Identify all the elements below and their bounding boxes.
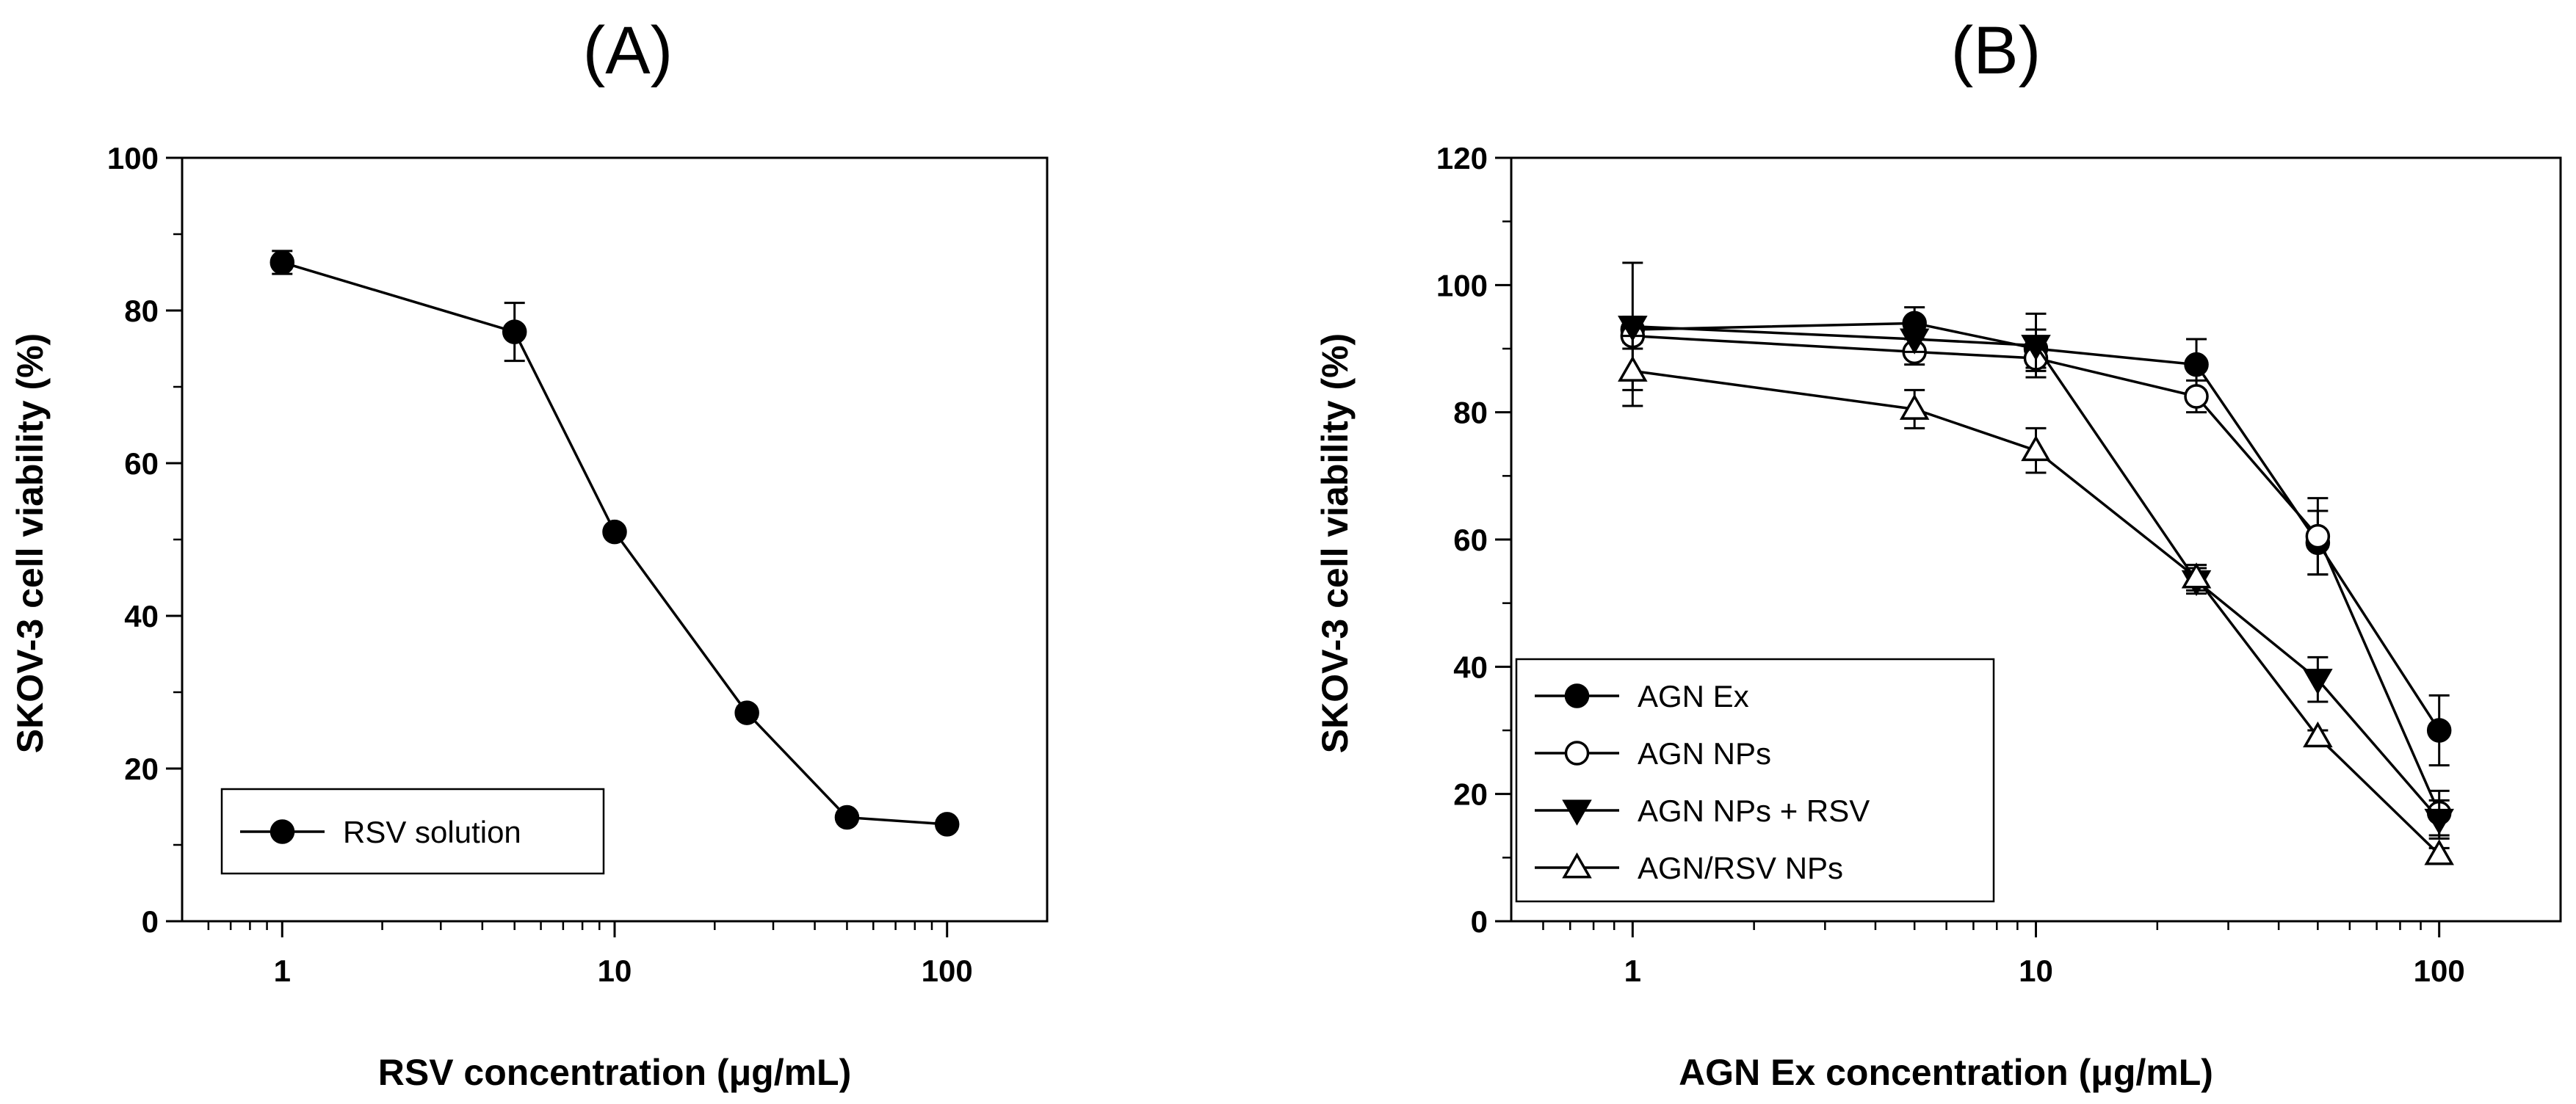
panel-a-x-tick-label: 100 [922, 954, 973, 988]
panel-a-data-point [934, 812, 960, 837]
panel-a-y-tick-label: 40 [124, 599, 159, 633]
panel-b-legend-label: AGN/RSV NPs [1638, 851, 1843, 885]
panel-b-data-point [2424, 839, 2454, 865]
panel-b-data-point [2181, 562, 2212, 589]
panel-a: (A) SKOV-3 cell viability (%) RSV concen… [10, 13, 1049, 1093]
panel-a-series-line [281, 261, 947, 826]
panel-b-series-line [1632, 322, 2441, 731]
panel-b-legend-label: AGN NPs [1638, 736, 1771, 771]
panel-a-legend-entries: RSV solution [240, 815, 521, 849]
panel-b-series-4 [1618, 335, 2454, 865]
panel-b-series-line [1632, 324, 2441, 821]
panel-b-y-tick-label: 60 [1453, 523, 1488, 557]
panel-b-y-tick-label: 100 [1436, 268, 1488, 302]
panel-b-legend-marker [1564, 683, 1590, 708]
panel-b: (B) SKOV-3 cell viability (%) AGN Ex con… [1314, 13, 2562, 1093]
panel-b-legend-box [1515, 658, 1995, 903]
panel-b-data-point [2426, 718, 2452, 743]
panel-b-legend-marker [1562, 852, 1592, 879]
panel-b-series-line [1632, 334, 2441, 814]
panel-b-y-tick-label: 0 [1471, 904, 1488, 939]
panel-b-data-point [1899, 393, 1930, 420]
panel-b-legend: AGN Ex AGN NPs AGN NPs + RSV AGN/RSV NPs [1515, 658, 1995, 903]
panel-b-label: (B) [1951, 13, 2041, 88]
panel-b-data-point [1899, 328, 1930, 355]
panel-b-data-point [2184, 384, 2209, 409]
panel-b-series [1618, 261, 2454, 865]
panel-a-data-point [734, 700, 759, 725]
panel-b-series-line [1632, 369, 2440, 856]
panel-b-y-tick-label: 40 [1453, 650, 1488, 684]
panel-a-x-tick-label: 10 [598, 954, 632, 988]
panel-a-x-tick-label: 1 [274, 954, 291, 988]
panel-b-data-point [2424, 808, 2454, 835]
panel-b-y-tick-label: 20 [1453, 777, 1488, 812]
panel-b-legend-label: AGN Ex [1638, 679, 1749, 713]
panel-a-y-axis-title: SKOV-3 cell viability (%) [10, 333, 51, 753]
panel-a-y-tick-label: 60 [124, 446, 159, 481]
panel-b-x-tick-label: 10 [2019, 954, 2053, 988]
panel-a-legend-label: RSV solution [343, 815, 521, 849]
panel-a-label: (A) [583, 13, 673, 88]
panel-b-legend-label: AGN NPs + RSV [1638, 794, 1870, 828]
panel-b-data-point [2305, 523, 2331, 549]
panel-a-legend: RSV solution [220, 788, 605, 875]
panel-a-ticks: 0 20 40 60 80 100 1 10 100 [107, 141, 973, 988]
panel-a-series [269, 250, 960, 837]
panel-b-x-axis-title: AGN Ex concentration (μg/mL) [1679, 1052, 2213, 1093]
panel-b-data-point [2021, 435, 2051, 462]
panel-a-y-tick-label: 20 [124, 752, 159, 786]
panel-b-data-point [2021, 335, 2051, 361]
panel-a-data-point [502, 319, 527, 344]
panel-a-x-axis-title: RSV concentration (μg/mL) [378, 1052, 852, 1093]
panel-a-y-tick-label: 80 [124, 294, 159, 328]
panel-a-legend-marker [269, 819, 295, 844]
panel-b-legend-marker [1564, 741, 1590, 766]
panel-b-legend-marker [1562, 799, 1592, 826]
panel-a-series-1 [269, 250, 960, 837]
panel-b-data-point [2303, 721, 2333, 748]
panel-b-data-point [1618, 316, 1648, 342]
panel-b-x-tick-label: 1 [1624, 954, 1641, 988]
panel-b-y-tick-label: 80 [1453, 396, 1488, 430]
panel-b-data-point [1618, 355, 1648, 382]
panel-a-data-point [269, 250, 295, 275]
panel-b-x-tick-label: 100 [2414, 954, 2465, 988]
panel-b-data-point [2303, 669, 2333, 695]
panel-a-data-point [602, 519, 627, 545]
panel-b-data-point [2184, 352, 2209, 377]
panel-b-legend-entries: AGN Ex AGN NPs AGN NPs + RSV AGN/RSV NPs [1535, 679, 1870, 885]
panel-b-y-axis-title: SKOV-3 cell viability (%) [1314, 333, 1356, 753]
panel-a-y-tick-label: 100 [107, 141, 159, 175]
panel-a-y-tick-label: 0 [142, 904, 159, 939]
panel-b-y-tick-label: 120 [1436, 141, 1488, 175]
panel-a-data-point [834, 805, 860, 830]
